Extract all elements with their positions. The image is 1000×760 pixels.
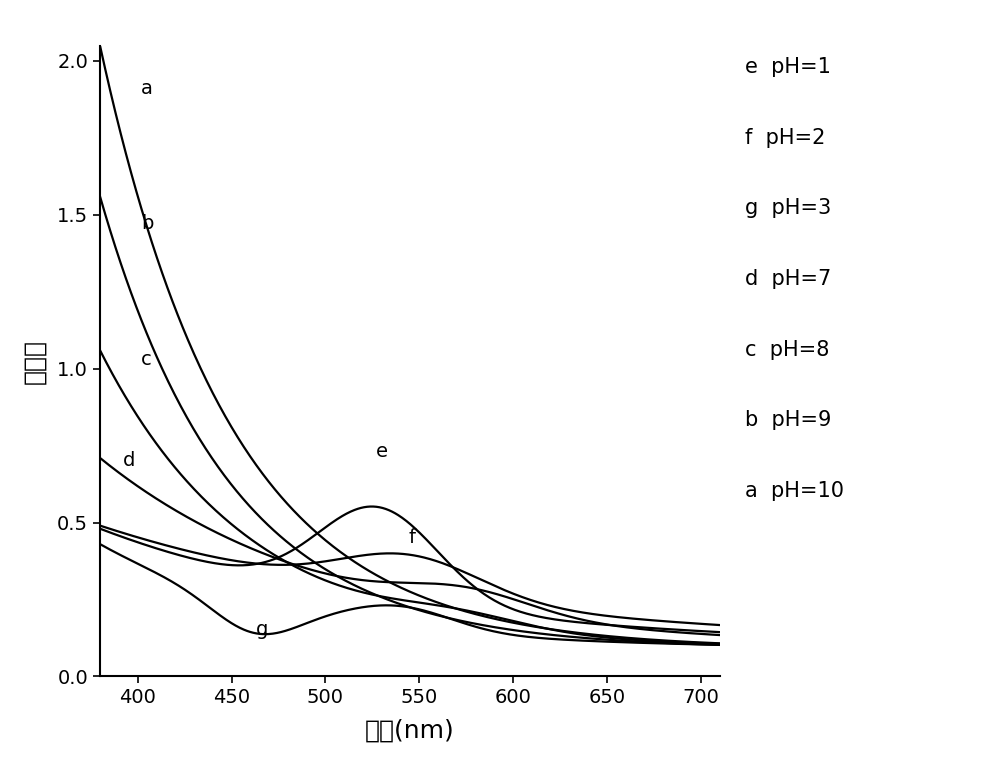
X-axis label: 波长(nm): 波长(nm) <box>365 718 455 743</box>
Text: a  pH=10: a pH=10 <box>745 481 844 501</box>
Text: c: c <box>141 350 152 369</box>
Text: e  pH=1: e pH=1 <box>745 57 831 77</box>
Text: b: b <box>141 214 154 233</box>
Text: a: a <box>141 79 153 98</box>
Text: d  pH=7: d pH=7 <box>745 269 831 289</box>
Text: f: f <box>408 528 415 547</box>
Text: b  pH=9: b pH=9 <box>745 410 831 430</box>
Text: g: g <box>256 620 268 639</box>
Y-axis label: 吸收值: 吸收值 <box>22 338 46 384</box>
Text: c  pH=8: c pH=8 <box>745 340 829 359</box>
Text: f  pH=2: f pH=2 <box>745 128 825 147</box>
Text: d: d <box>123 451 135 470</box>
Text: e: e <box>376 442 388 461</box>
Text: g  pH=3: g pH=3 <box>745 198 831 218</box>
